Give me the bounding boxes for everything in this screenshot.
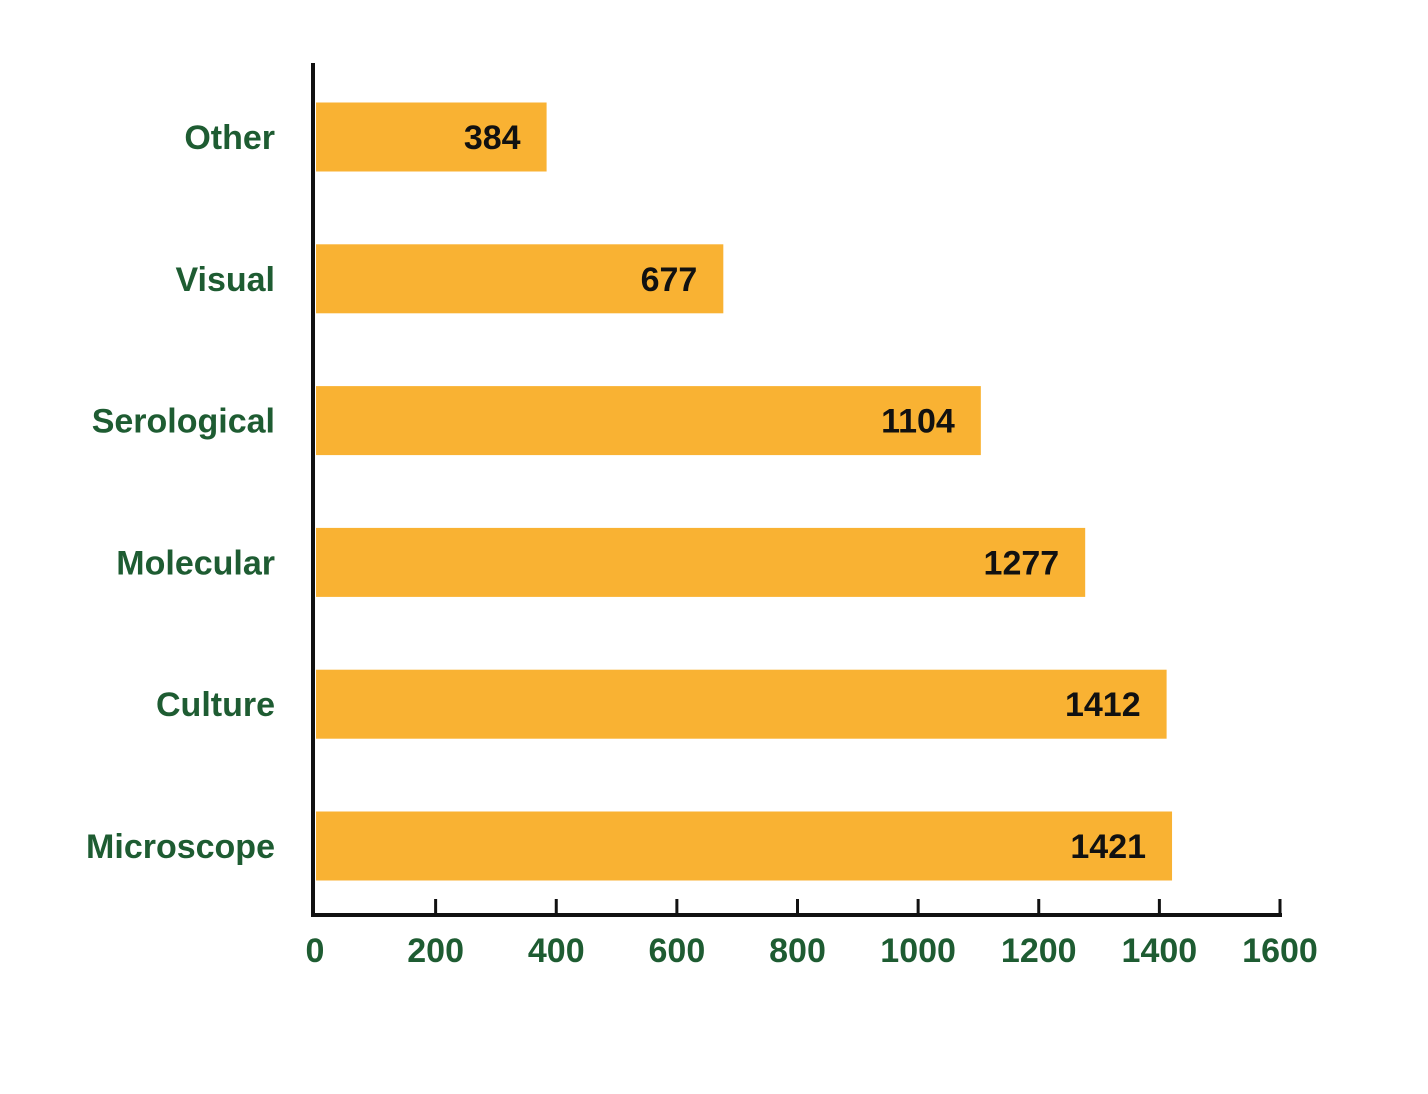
x-tick-label: 0 [306, 932, 325, 970]
x-tick-label: 1600 [1242, 932, 1318, 970]
x-tick-label: 600 [649, 932, 706, 970]
bar [316, 102, 547, 172]
x-tick-label: 200 [407, 932, 464, 970]
x-tick-label: 1200 [1001, 932, 1077, 970]
y-tick-label: Molecular [116, 544, 275, 582]
value-label: 1104 [881, 403, 955, 441]
bar [316, 527, 1086, 597]
bar [316, 386, 981, 456]
x-tick-label: 1400 [1122, 932, 1198, 970]
y-tick-label: Other [184, 119, 275, 157]
value-label: 1412 [1065, 686, 1141, 724]
x-tick-label: 400 [528, 932, 585, 970]
y-tick-label: Serological [92, 403, 275, 441]
x-tick-label: 800 [769, 932, 826, 970]
value-label: 1421 [1070, 828, 1146, 866]
value-label: 677 [641, 261, 698, 299]
bar [316, 811, 1173, 881]
bar [316, 244, 724, 314]
y-tick-label: Microscope [86, 828, 275, 866]
x-tick-label: 1000 [880, 932, 956, 970]
y-tick-label: Culture [156, 686, 275, 724]
value-label: 1277 [984, 544, 1060, 582]
value-label: 384 [464, 119, 521, 157]
y-tick-label: Visual [175, 261, 275, 299]
bar [316, 669, 1167, 739]
